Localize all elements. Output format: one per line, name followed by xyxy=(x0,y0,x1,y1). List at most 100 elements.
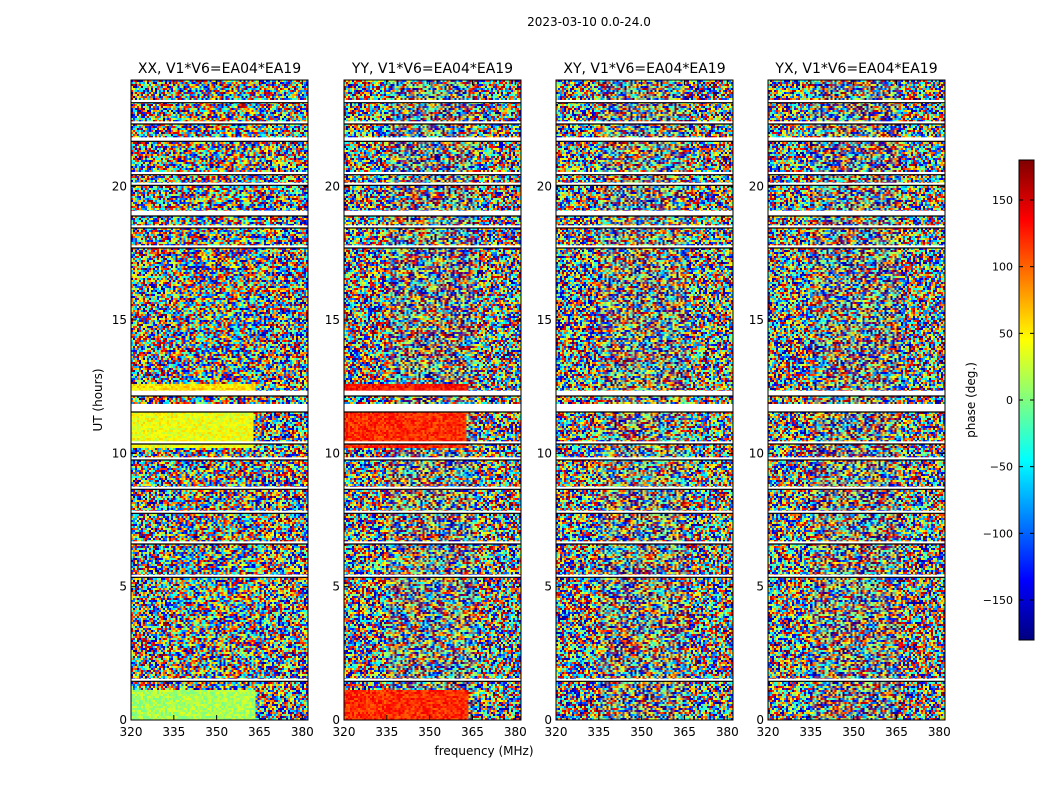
x-tick-label: 365 xyxy=(461,725,484,739)
x-tick-label: 320 xyxy=(333,725,356,739)
y-tick-label: 5 xyxy=(119,580,127,594)
y-tick-label: 15 xyxy=(749,313,764,327)
y-tick-label: 5 xyxy=(544,580,552,594)
flagged-band xyxy=(131,210,308,216)
flagged-band xyxy=(556,678,733,682)
flagged-band xyxy=(344,225,521,228)
x-tick-label: 335 xyxy=(587,725,610,739)
flagged-band xyxy=(768,225,945,228)
flagged-band xyxy=(556,245,733,248)
flagged-band xyxy=(131,486,308,490)
y-tick-label: 20 xyxy=(112,180,127,194)
x-tick-label: 380 xyxy=(291,725,314,739)
flagged-band xyxy=(768,404,945,412)
colorbar-label: phase (deg.) xyxy=(964,362,978,438)
flagged-band xyxy=(556,182,733,186)
y-tick-label: 10 xyxy=(112,446,127,460)
axes-frame xyxy=(555,79,734,721)
flagged-band xyxy=(556,121,733,124)
panel-title: YY, V1*V6=EA04*EA19 xyxy=(351,61,513,77)
y-tick-label: 10 xyxy=(537,446,552,460)
flagged-band xyxy=(768,390,945,396)
flagged-band xyxy=(344,404,521,412)
x-tick-label: 350 xyxy=(418,725,441,739)
x-tick-label: 320 xyxy=(545,725,568,739)
flagged-band xyxy=(768,441,945,444)
axes-frame xyxy=(130,79,309,721)
flagged-band xyxy=(768,210,945,216)
flagged-band xyxy=(131,678,308,682)
flagged-band xyxy=(131,510,308,514)
colorbar-tick-label: −100 xyxy=(983,527,1013,540)
phase-heatmap-image xyxy=(344,80,521,720)
flagged-band xyxy=(344,678,521,682)
panel-xy: XY, V1*V6=EA04*EA19 320 335 350 365 380 0 5 10 15… xyxy=(537,61,739,739)
flagged-band xyxy=(768,137,945,142)
flagged-band xyxy=(768,510,945,514)
flagged-band xyxy=(556,137,733,142)
panels-group: XX, V1*V6=EA04*EA19 320 335 350 365 380 0 5 10 15… xyxy=(112,61,951,739)
flagged-band xyxy=(556,457,733,460)
flagged-band xyxy=(768,100,945,103)
x-tick-label: 365 xyxy=(673,725,696,739)
y-tick-label: 10 xyxy=(749,446,764,460)
flagged-band xyxy=(344,457,521,460)
x-tick-label: 335 xyxy=(799,725,822,739)
colorbar-ticks: 150 100 50 0 −50 −100 −150 xyxy=(983,194,1034,607)
figure-suptitle: 2023-03-10 0.0-24.0 xyxy=(527,15,651,29)
x-tick-label: 350 xyxy=(630,725,653,739)
flagged-band xyxy=(344,541,521,544)
flagged-band xyxy=(131,457,308,460)
flagged-band xyxy=(768,574,945,578)
flagged-band xyxy=(131,245,308,248)
panel-yy: YY, V1*V6=EA04*EA19 320 335 350 365 380 0 5 10 15… xyxy=(325,61,527,739)
flagged-band xyxy=(344,172,521,175)
flagged-band xyxy=(131,172,308,175)
phase-heatmap-image xyxy=(131,80,308,720)
flagged-band xyxy=(556,486,733,490)
y-axis-label: UT (hours) xyxy=(91,368,105,431)
x-axis-label: frequency (MHz) xyxy=(434,744,533,758)
flagged-band xyxy=(344,210,521,216)
panel-yx: YX, V1*V6=EA04*EA19 320 335 350 365 380 0 5 10 15… xyxy=(749,61,951,739)
x-tick-label: 350 xyxy=(205,725,228,739)
flagged-band xyxy=(131,441,308,444)
x-tick-label: 365 xyxy=(885,725,908,739)
flagged-band xyxy=(556,390,733,396)
y-tick-label: 0 xyxy=(332,713,340,727)
flagged-band xyxy=(344,441,521,444)
colorbar-tick-label: −50 xyxy=(990,461,1013,474)
flagged-band xyxy=(131,121,308,124)
x-tick-label: 320 xyxy=(120,725,143,739)
flagged-band xyxy=(344,574,521,578)
x-tick-label: 335 xyxy=(375,725,398,739)
flagged-band xyxy=(344,245,521,248)
flagged-band xyxy=(768,486,945,490)
flagged-band xyxy=(556,172,733,175)
flagged-band xyxy=(344,390,521,396)
flagged-band xyxy=(556,441,733,444)
y-tick-label: 20 xyxy=(749,180,764,194)
panel-title: XY, V1*V6=EA04*EA19 xyxy=(563,61,725,77)
x-tick-label: 380 xyxy=(716,725,739,739)
flagged-band xyxy=(556,100,733,103)
flagged-band xyxy=(768,245,945,248)
flagged-band xyxy=(131,574,308,578)
panel-xx: XX, V1*V6=EA04*EA19 320 335 350 365 380 0 5 10 15… xyxy=(112,61,314,739)
phase-heatmap-image xyxy=(768,80,945,720)
flagged-band xyxy=(556,541,733,544)
flagged-band xyxy=(768,541,945,544)
colorbar-tick-label: 0 xyxy=(1006,394,1013,407)
x-tick-label: 380 xyxy=(504,725,527,739)
panel-title: XX, V1*V6=EA04*EA19 xyxy=(138,61,301,77)
flagged-band xyxy=(556,404,733,412)
colorbar-tick-label: −150 xyxy=(983,594,1013,607)
flagged-band xyxy=(131,541,308,544)
flagged-band xyxy=(556,225,733,228)
axes-frame xyxy=(767,79,946,721)
y-tick-label: 15 xyxy=(325,313,340,327)
flagged-band xyxy=(131,390,308,396)
colorbar: 150 100 50 0 −50 −100 −150 phase (deg.) xyxy=(964,159,1035,641)
flagged-band xyxy=(556,510,733,514)
